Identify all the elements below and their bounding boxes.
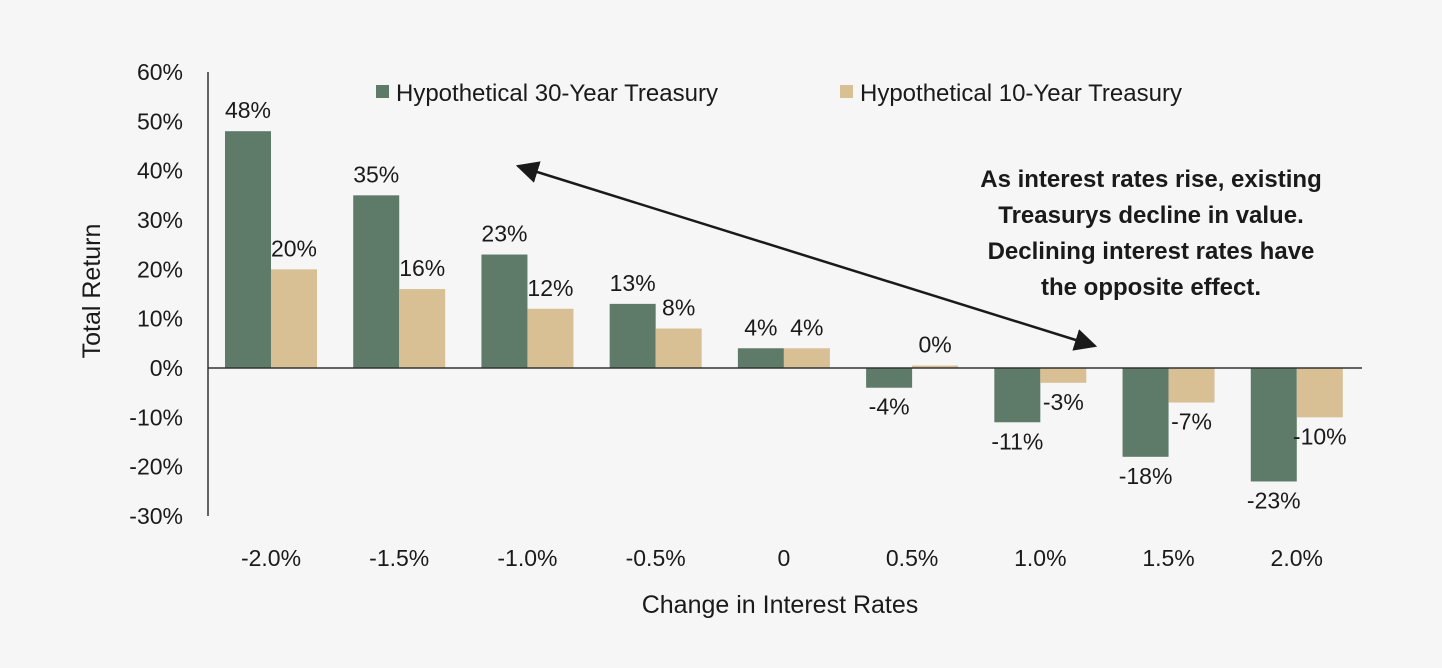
bar-30-year bbox=[737, 348, 784, 368]
annotation-arrow bbox=[515, 161, 1098, 351]
bar-30-year bbox=[1122, 368, 1169, 457]
data-label-10-year: -7% bbox=[1171, 409, 1212, 435]
legend: Hypothetical 30-Year Treasury Hypothetic… bbox=[376, 80, 1182, 107]
bar-10-year bbox=[783, 348, 830, 368]
data-label-10-year: 8% bbox=[662, 295, 695, 321]
bar-30-year bbox=[1250, 368, 1297, 482]
annotation-line-4: the opposite effect. bbox=[1041, 274, 1261, 301]
bar-30-year bbox=[225, 131, 271, 368]
y-tick-label: -30% bbox=[129, 503, 183, 529]
y-axis-ticks: 60% 50% 40% 30% 20% 10% 0% -10% -20% -30% bbox=[129, 59, 183, 529]
x-axis-title: Change in Interest Rates bbox=[642, 591, 919, 619]
y-tick-label: 10% bbox=[137, 306, 183, 332]
x-tick-label: 1.0% bbox=[1014, 545, 1066, 571]
bar-10-year bbox=[399, 289, 446, 368]
bar-10-year bbox=[271, 269, 317, 368]
data-label-10-year: 4% bbox=[790, 314, 823, 340]
data-label-30-year: -23% bbox=[1247, 487, 1301, 513]
bar-10-year bbox=[1168, 368, 1215, 403]
y-axis-title: Total Return bbox=[78, 224, 106, 359]
y-tick-label: 30% bbox=[137, 207, 183, 233]
data-label-30-year: 35% bbox=[353, 161, 399, 187]
data-label-30-year: -4% bbox=[869, 394, 910, 420]
x-tick-label: -1.5% bbox=[369, 545, 429, 571]
x-tick-label: 0.5% bbox=[886, 545, 938, 571]
x-tick-label: -2.0% bbox=[241, 545, 301, 571]
legend-label-10-year: Hypothetical 10-Year Treasury bbox=[860, 80, 1182, 107]
annotation-line-2: Treasurys decline in value. bbox=[998, 202, 1303, 229]
x-tick-label: 1.5% bbox=[1142, 545, 1194, 571]
bar-30-year bbox=[866, 368, 913, 388]
y-tick-label: -10% bbox=[129, 404, 183, 430]
bar-30-year bbox=[353, 195, 400, 368]
y-tick-label: 60% bbox=[137, 59, 183, 85]
bar-30-year bbox=[609, 303, 656, 368]
x-tick-label: 2.0% bbox=[1271, 545, 1323, 571]
data-label-10-year: -3% bbox=[1043, 389, 1084, 415]
data-label-30-year: -11% bbox=[991, 428, 1043, 454]
bar-10-year bbox=[655, 328, 702, 368]
annotation-text: As interest rates rise, existing Treasur… bbox=[980, 166, 1321, 301]
legend-label-30-year: Hypothetical 30-Year Treasury bbox=[396, 80, 718, 107]
data-label-10-year: 12% bbox=[527, 275, 573, 301]
x-axis-ticks: -2.0% -1.5% -1.0% -0.5% 0 0.5% 1.0% 1.5% 2.0% bbox=[241, 545, 1323, 571]
annotation-line-3: Declining interest rates have bbox=[988, 238, 1315, 265]
data-label-10-year: 16% bbox=[399, 255, 445, 281]
y-tick-label: 40% bbox=[137, 158, 183, 184]
bar-10-year bbox=[1040, 368, 1087, 383]
data-label-30-year: -18% bbox=[1119, 463, 1173, 489]
data-label-30-year: 4% bbox=[744, 314, 777, 340]
x-tick-label: -1.0% bbox=[497, 545, 557, 571]
annotation-line-1: As interest rates rise, existing bbox=[980, 166, 1321, 193]
y-tick-label: 50% bbox=[137, 108, 183, 134]
data-label-10-year: 20% bbox=[271, 235, 317, 261]
bar-10-year bbox=[1296, 368, 1343, 418]
bar-10-year bbox=[912, 365, 959, 368]
legend-swatch-30-year bbox=[376, 85, 389, 98]
x-tick-label: 0 bbox=[777, 545, 790, 571]
data-label-10-year: -10% bbox=[1293, 423, 1347, 449]
data-label-10-year: 0% bbox=[918, 332, 951, 358]
y-tick-label: 20% bbox=[137, 256, 183, 282]
y-tick-label: -20% bbox=[129, 454, 183, 480]
data-label-30-year: 13% bbox=[610, 270, 656, 296]
data-label-30-year: 48% bbox=[225, 97, 271, 123]
bar-10-year bbox=[527, 308, 574, 368]
legend-swatch-10-year bbox=[840, 85, 853, 98]
bar-30-year bbox=[481, 254, 528, 368]
x-tick-label: -0.5% bbox=[626, 545, 686, 571]
bar-30-year bbox=[994, 368, 1041, 423]
y-tick-label: 0% bbox=[150, 355, 183, 381]
data-label-30-year: 23% bbox=[481, 221, 527, 247]
